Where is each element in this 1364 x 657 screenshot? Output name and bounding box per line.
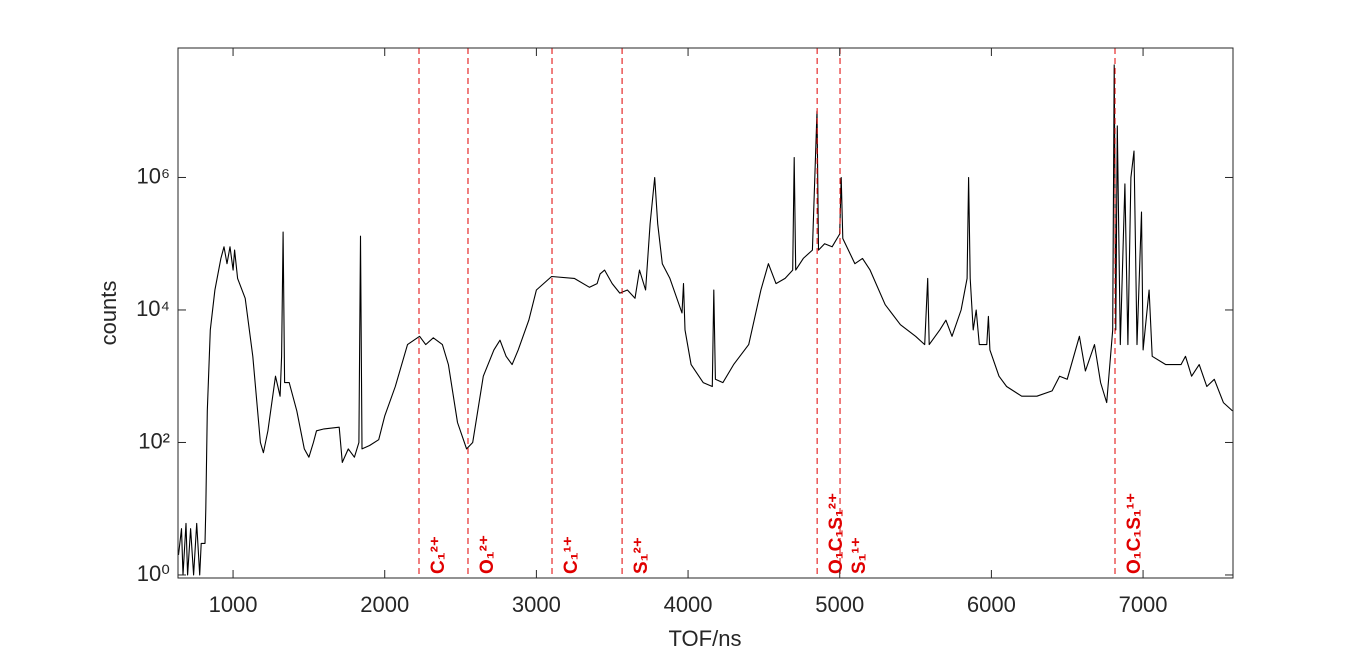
x-tick-label: 7000: [1119, 592, 1168, 617]
y-tick-label: 10⁰: [137, 561, 170, 586]
plot-frame: [177, 47, 1234, 579]
spectrum-line: [177, 64, 1233, 576]
x-tick-label: 6000: [967, 592, 1016, 617]
x-tick-label: 1000: [209, 592, 258, 617]
annotation-label: C₁¹⁺: [561, 536, 582, 574]
y-axis-label: counts: [96, 281, 121, 346]
x-axis-label: TOF/ns: [669, 626, 742, 651]
annotation-label: O₁C₁S₁¹⁺: [1124, 493, 1145, 574]
annotation-label: O₁C₁S₁²⁺: [826, 493, 847, 574]
x-tick-label: 3000: [512, 592, 561, 617]
annotation-label: C₁²⁺: [428, 536, 449, 574]
annotation-label: S₁²⁺: [631, 537, 652, 574]
y-tick-label: 10⁶: [136, 163, 170, 188]
x-tick-label: 2000: [360, 592, 409, 617]
annotation-label: O₁²⁺: [477, 535, 498, 574]
x-tick-label: 5000: [815, 592, 864, 617]
x-tick-label: 4000: [664, 592, 713, 617]
annotation-label: S₁¹⁺: [849, 537, 870, 574]
y-tick-label: 10⁴: [136, 296, 170, 321]
y-tick-label: 10²: [138, 428, 170, 453]
